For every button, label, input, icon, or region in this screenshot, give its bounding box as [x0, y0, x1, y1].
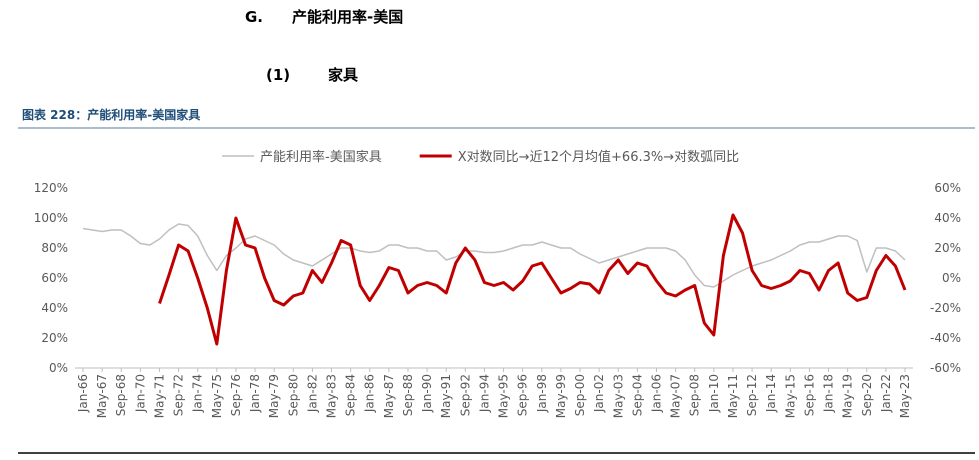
x-tick-label: Sep-68 [114, 374, 128, 416]
x-tick-label: Sep-88 [401, 374, 415, 416]
x-tick-label: May-07 [669, 374, 683, 418]
x-tick-label: Jan-82 [305, 374, 319, 413]
series-line [158, 213, 907, 346]
x-tick-label: May-03 [611, 374, 625, 418]
legend-label: X对数同比→近12个月均值+66.3%→对数弧同比 [458, 149, 739, 165]
x-tick-label: May-71 [152, 374, 166, 418]
x-tick-label: May-99 [554, 374, 568, 418]
x-tick-label: May-67 [95, 374, 109, 418]
y2-tick-label: 40% [934, 211, 961, 225]
x-tick-label: May-87 [382, 374, 396, 418]
x-tick-label: Jan-86 [363, 374, 377, 413]
section-number: G. [245, 8, 263, 26]
x-tick-label: Sep-00 [573, 374, 587, 416]
x-tick-label: Jan-10 [707, 374, 721, 413]
y-tick-label: 80% [41, 241, 68, 255]
x-tick-label: Jan-18 [822, 374, 836, 413]
x-tick-label: Jan-94 [477, 374, 491, 413]
y2-tick-label: 20% [934, 241, 961, 255]
x-tick-label: Sep-76 [229, 374, 243, 416]
legend-label: 产能利用率-美国家具 [260, 149, 382, 165]
x-tick-label: Jan-90 [420, 374, 434, 413]
x-tick-label: Jan-74 [191, 374, 205, 413]
x-tick-label: May-83 [325, 374, 339, 418]
x-tick-label: May-95 [497, 374, 511, 418]
x-tick-label: Sep-16 [802, 374, 816, 416]
x-tick-label: Jan-70 [133, 374, 147, 413]
x-tick-label: Jan-06 [649, 374, 663, 413]
y2-tick-label: -60% [930, 361, 961, 375]
x-tick-label: May-23 [898, 374, 912, 418]
x-tick-label: Jan-14 [764, 374, 778, 413]
x-tick-label: May-19 [841, 374, 855, 418]
x-tick-label: May-79 [267, 374, 281, 418]
x-tick-label: Jan-98 [535, 374, 549, 413]
x-tick-label: Sep-72 [172, 374, 186, 416]
y2-tick-label: 0% [942, 271, 961, 285]
x-tick-label: May-15 [783, 374, 797, 418]
x-tick-label: May-11 [726, 374, 740, 418]
y2-tick-label: 60% [934, 181, 961, 195]
x-tick-label: Sep-20 [860, 374, 874, 416]
y-tick-label: 20% [41, 331, 68, 345]
subsection-number: (1) [266, 66, 290, 84]
x-tick-label: Sep-08 [688, 374, 702, 416]
series-line [82, 223, 906, 288]
y-tick-label: 120% [34, 181, 68, 195]
y2-tick-label: -20% [930, 301, 961, 315]
chart-title: 图表 228：产能利用率-美国家具 [22, 107, 200, 122]
x-tick-label: Jan-66 [76, 374, 90, 413]
section-title: 产能利用率-美国 [292, 8, 403, 26]
x-tick-label: Sep-96 [516, 374, 530, 416]
x-tick-label: Jan-78 [248, 374, 262, 413]
x-tick-label: Jan-02 [592, 374, 606, 413]
x-tick-label: Sep-04 [630, 374, 644, 416]
y2-tick-label: -40% [930, 331, 961, 345]
x-tick-label: Jan-22 [879, 374, 893, 413]
x-tick-label: May-91 [439, 374, 453, 418]
y-tick-label: 40% [41, 301, 68, 315]
x-tick-label: Sep-80 [286, 374, 300, 416]
y-tick-label: 60% [41, 271, 68, 285]
x-tick-label: May-75 [210, 374, 224, 418]
subsection-title: 家具 [328, 66, 358, 84]
y-tick-label: 100% [34, 211, 68, 225]
x-tick-label: Sep-92 [458, 374, 472, 416]
x-tick-label: Sep-84 [344, 374, 358, 416]
x-tick-label: Sep-12 [745, 374, 759, 416]
y-tick-label: 0% [49, 361, 68, 375]
